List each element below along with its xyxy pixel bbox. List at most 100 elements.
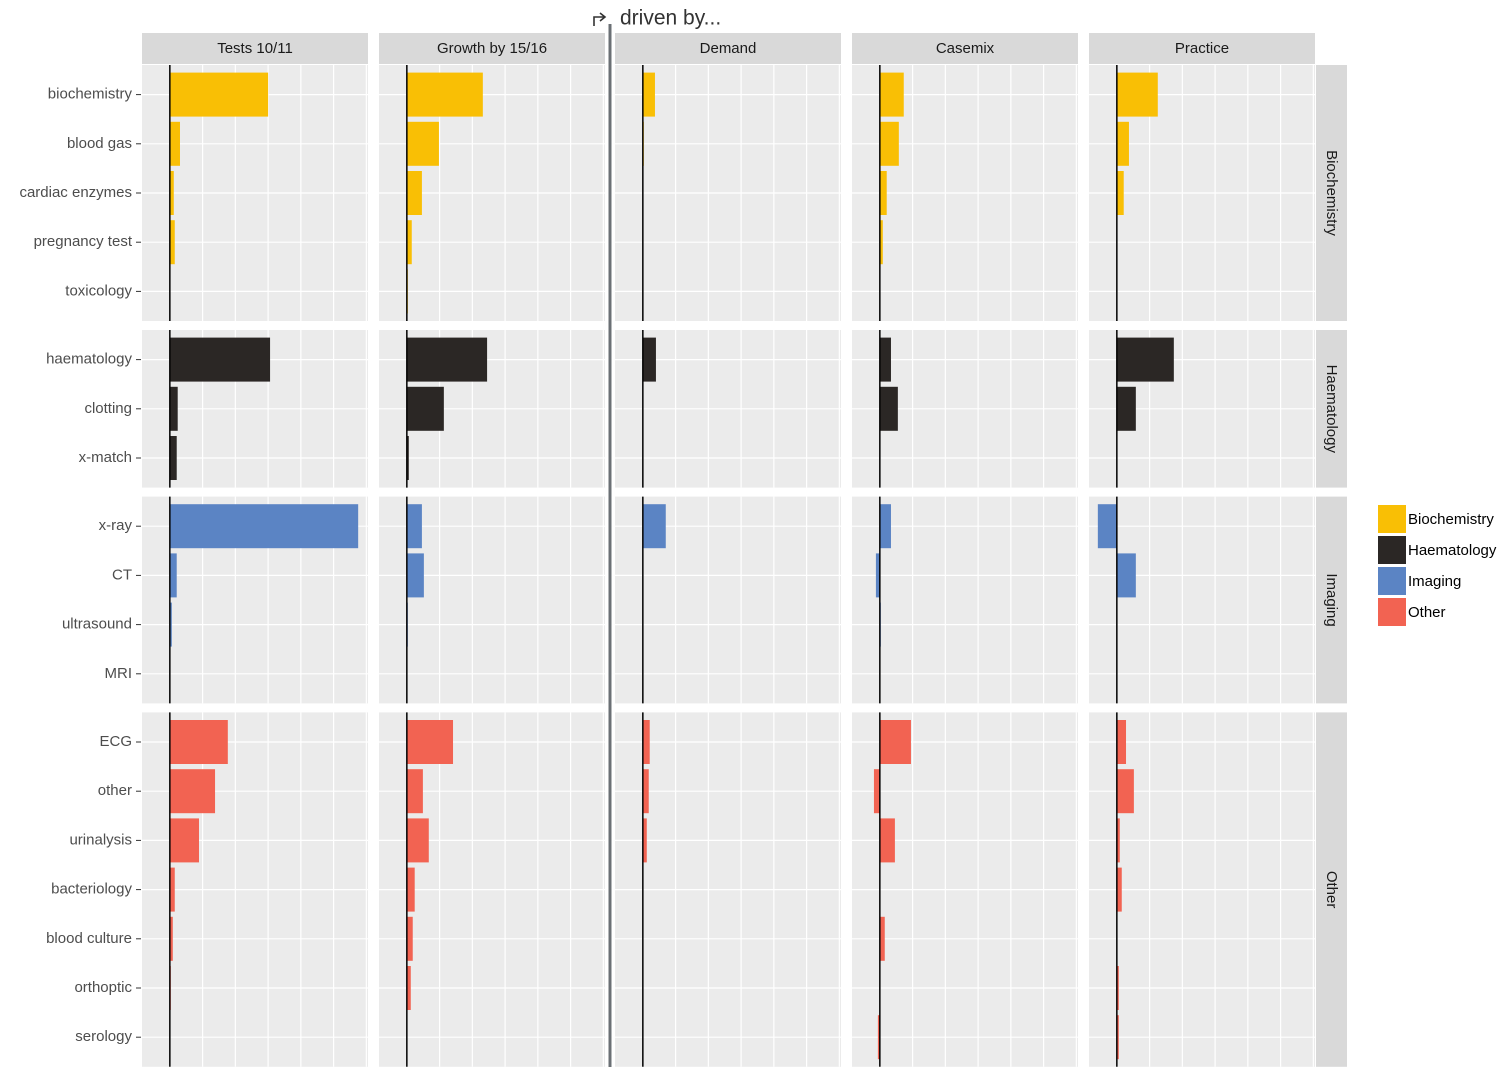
bar [642, 818, 647, 863]
bar [1116, 121, 1129, 166]
column-strip [852, 33, 1078, 64]
y-tick-label: toxicology [65, 282, 132, 299]
bar [1116, 553, 1136, 598]
bar [406, 72, 483, 117]
row-strip [1316, 65, 1347, 321]
bar [879, 386, 898, 431]
bar [877, 1015, 880, 1060]
bar [406, 337, 488, 382]
bar [879, 220, 883, 265]
row-strip [1316, 712, 1347, 1067]
bar [879, 916, 885, 961]
bar [1116, 72, 1158, 117]
bar [879, 72, 904, 117]
bar [1097, 504, 1117, 549]
bar [406, 553, 424, 598]
bar [406, 769, 423, 814]
y-tick-label: other [98, 782, 132, 799]
bar [1116, 769, 1134, 814]
annotation-arrow [593, 12, 607, 26]
column-label: Practice [1175, 40, 1229, 57]
bar [406, 436, 409, 480]
bar [1116, 337, 1174, 382]
bar [875, 553, 880, 598]
legend-key [1378, 567, 1406, 595]
bar [406, 720, 454, 764]
column-strip [1089, 33, 1315, 64]
row-label: Imaging [1323, 573, 1340, 626]
bar [406, 916, 413, 961]
row-strip [1316, 496, 1347, 704]
bar [169, 504, 359, 549]
bar [406, 220, 412, 265]
bar [879, 171, 887, 215]
bar [1116, 1015, 1119, 1060]
bar [169, 220, 175, 265]
legend-key [1378, 598, 1406, 626]
bar [169, 121, 180, 166]
bar [406, 171, 422, 215]
row-label: Haematology [1323, 365, 1340, 454]
legend-label: Other [1408, 604, 1446, 621]
bar [1116, 867, 1122, 912]
y-tick-label: blood gas [67, 135, 132, 152]
y-tick-label: pregnancy test [34, 233, 133, 250]
row-strip [1316, 330, 1347, 488]
bar [642, 72, 655, 117]
bar [406, 121, 439, 166]
bar [1116, 818, 1120, 863]
bar [169, 720, 228, 764]
bar [169, 171, 174, 215]
y-tick-label: MRI [105, 665, 133, 682]
bar [406, 818, 429, 863]
bar [879, 818, 895, 863]
column-strip [379, 33, 605, 64]
legend-key [1378, 505, 1406, 533]
column-strip [142, 33, 368, 64]
bar [169, 337, 271, 382]
column-label: Casemix [936, 40, 995, 57]
bar [169, 72, 269, 117]
bar [406, 504, 422, 549]
annotation: driven by... [620, 7, 721, 30]
bar [406, 386, 444, 431]
y-tick-label: ultrasound [62, 616, 132, 633]
bar [1116, 966, 1119, 1010]
bar [642, 504, 666, 549]
bar [879, 337, 891, 382]
legend-key [1378, 536, 1406, 564]
y-tick-label: blood culture [46, 930, 132, 947]
column-label: Tests 10/11 [217, 40, 293, 57]
y-tick-label: haematology [46, 351, 132, 368]
panel [1089, 496, 1315, 704]
bar [642, 337, 656, 382]
bar [169, 386, 178, 431]
bar [169, 916, 173, 961]
bar [642, 720, 650, 764]
bar [169, 867, 175, 912]
bar [879, 504, 891, 549]
y-tick-label: biochemistry [48, 86, 133, 103]
bar [169, 553, 177, 598]
y-tick-label: orthoptic [74, 979, 132, 996]
bar [873, 769, 880, 814]
column-label: Growth by 15/16 [437, 40, 547, 57]
bar [642, 769, 649, 814]
bar [879, 720, 911, 764]
y-tick-label: serology [75, 1028, 132, 1045]
legend-label: Biochemistry [1408, 511, 1494, 528]
legend-label: Imaging [1408, 573, 1461, 590]
bar [169, 818, 199, 863]
bar [879, 121, 899, 166]
y-tick-label: cardiac enzymes [19, 184, 132, 201]
y-tick-label: x-ray [99, 517, 133, 534]
bar [1116, 720, 1127, 764]
y-tick-label: CT [112, 566, 132, 583]
y-tick-label: x-match [79, 449, 132, 466]
y-tick-label: bacteriology [51, 881, 132, 898]
row-label: Biochemistry [1323, 150, 1340, 236]
bar [169, 602, 172, 647]
y-tick-label: clotting [84, 400, 132, 417]
bar [169, 769, 216, 814]
